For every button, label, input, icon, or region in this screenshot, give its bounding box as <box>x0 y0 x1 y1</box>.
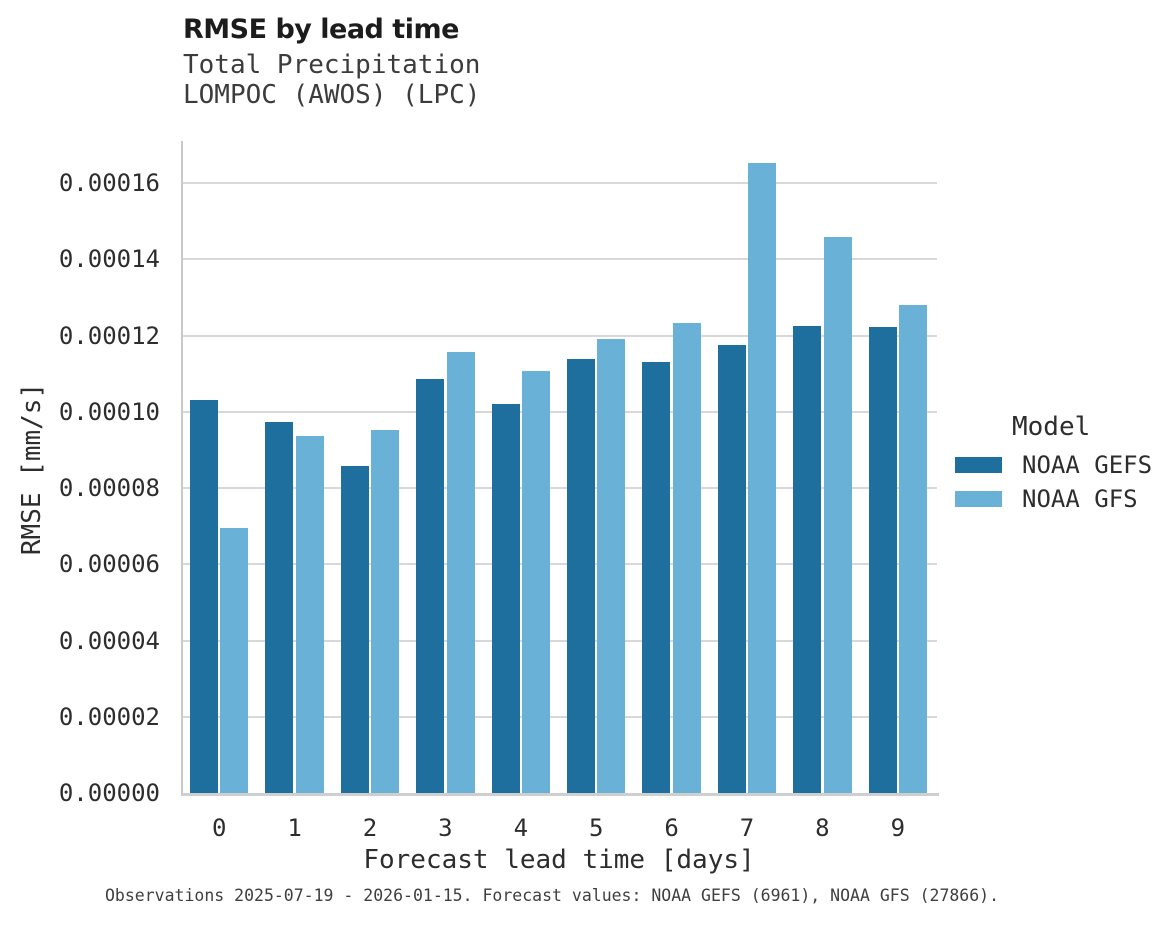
y-tick-label: 0.00000 <box>58 779 160 807</box>
bar-noaa-gefs-lead-3 <box>416 379 445 793</box>
bar-noaa-gefs-lead-6 <box>642 362 671 793</box>
bar-noaa-gefs-lead-8 <box>793 326 822 793</box>
gridline <box>183 410 937 413</box>
subtitle-station: LOMPOC (AWOS) (LPC) <box>183 80 481 110</box>
bar-noaa-gefs-lead-4 <box>491 404 520 793</box>
x-tick-label: 8 <box>815 814 830 842</box>
y-tick-label: 0.00016 <box>58 169 160 197</box>
legend-label: NOAA GFS <box>1022 485 1138 513</box>
bar-noaa-gefs-lead-0 <box>190 400 218 793</box>
caption: Observations 2025-07-19 - 2026-01-15. Fo… <box>105 886 1000 905</box>
gridline <box>183 715 937 718</box>
y-tick-label: 0.00006 <box>58 550 160 579</box>
bar-noaa-gefs-lead-1 <box>265 422 294 793</box>
x-tick-label: 9 <box>890 814 906 842</box>
y-tick-label: 0.00008 <box>58 474 160 502</box>
x-tick-label: 3 <box>438 814 453 842</box>
legend-label: NOAA GEFS <box>1022 451 1153 479</box>
x-tick-label: 2 <box>362 814 378 842</box>
gridline <box>183 487 937 489</box>
legend-swatch-icon <box>955 457 1002 473</box>
bar-noaa-gfs-lead-1 <box>295 436 324 793</box>
gridline <box>183 639 937 642</box>
bar-noaa-gfs-lead-8 <box>823 237 852 793</box>
gridline <box>183 182 937 184</box>
x-axis-label: Forecast lead time [days] <box>363 845 755 875</box>
bar-noaa-gefs-lead-5 <box>567 359 595 793</box>
bar-noaa-gfs-lead-0 <box>220 528 249 793</box>
x-tick-label: 6 <box>664 814 679 842</box>
plot-area <box>181 141 939 796</box>
chart-title: RMSE by lead time <box>183 14 459 45</box>
x-tick-label: 5 <box>588 814 604 842</box>
gridline <box>183 258 937 261</box>
chart-subtitle: Total Precipitation LOMPOC (AWOS) (LPC) <box>183 50 480 110</box>
x-tick-label: 0 <box>211 814 227 842</box>
bar-noaa-gfs-lead-6 <box>672 323 701 793</box>
y-tick-label: 0.00010 <box>58 397 160 426</box>
gridline <box>183 563 937 566</box>
subtitle-variable: Total Precipitation <box>183 50 481 80</box>
bar-noaa-gefs-lead-7 <box>717 345 746 793</box>
legend-entry: NOAA GFS <box>955 485 1152 513</box>
x-tick-label: 7 <box>739 814 755 842</box>
y-tick-label: 0.00004 <box>58 626 160 655</box>
bar-noaa-gfs-lead-5 <box>597 339 626 793</box>
bar-noaa-gfs-lead-3 <box>446 352 475 793</box>
gridline <box>183 334 937 337</box>
y-tick-label: 0.00012 <box>58 321 160 350</box>
bar-noaa-gfs-lead-2 <box>371 430 400 793</box>
bar-noaa-gfs-lead-9 <box>899 305 927 793</box>
bar-noaa-gfs-lead-7 <box>748 163 777 793</box>
x-tick-label: 4 <box>513 814 529 842</box>
y-tick-label: 0.00014 <box>58 245 160 274</box>
bar-noaa-gefs-lead-9 <box>868 327 897 793</box>
legend-swatch-icon <box>955 491 1002 507</box>
bar-noaa-gefs-lead-2 <box>340 466 369 793</box>
bar-noaa-gfs-lead-4 <box>522 371 550 793</box>
legend: Model NOAA GEFS NOAA GFS <box>955 412 1153 513</box>
x-tick-label: 1 <box>287 814 302 842</box>
legend-title: Model <box>1012 412 1091 442</box>
y-tick-label: 0.00002 <box>58 702 160 731</box>
legend-entry: NOAA GEFS <box>955 451 1153 479</box>
